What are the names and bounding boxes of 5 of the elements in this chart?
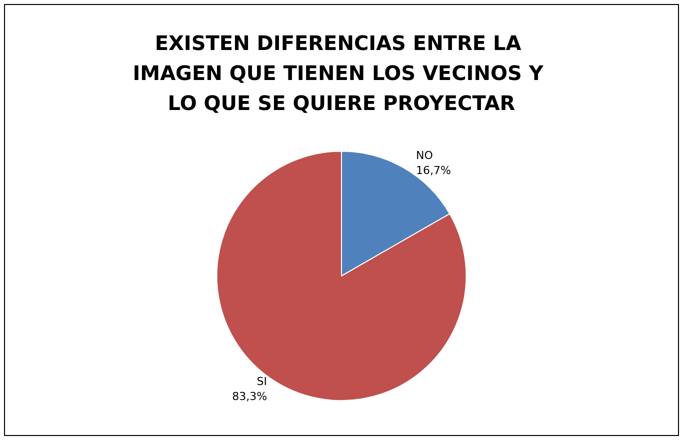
data-label: 83,3% [232,390,268,404]
slice-label: NO [416,148,434,162]
chart-title: EXISTEN DIFERENCIAS ENTRE LA IMAGEN QUE TIENEN LOS VECINOS Y LO QUE SE QUIERE PROYECTAR [132,31,550,115]
slice-label: SI [256,375,268,388]
data-label: 16,7% [416,164,451,177]
